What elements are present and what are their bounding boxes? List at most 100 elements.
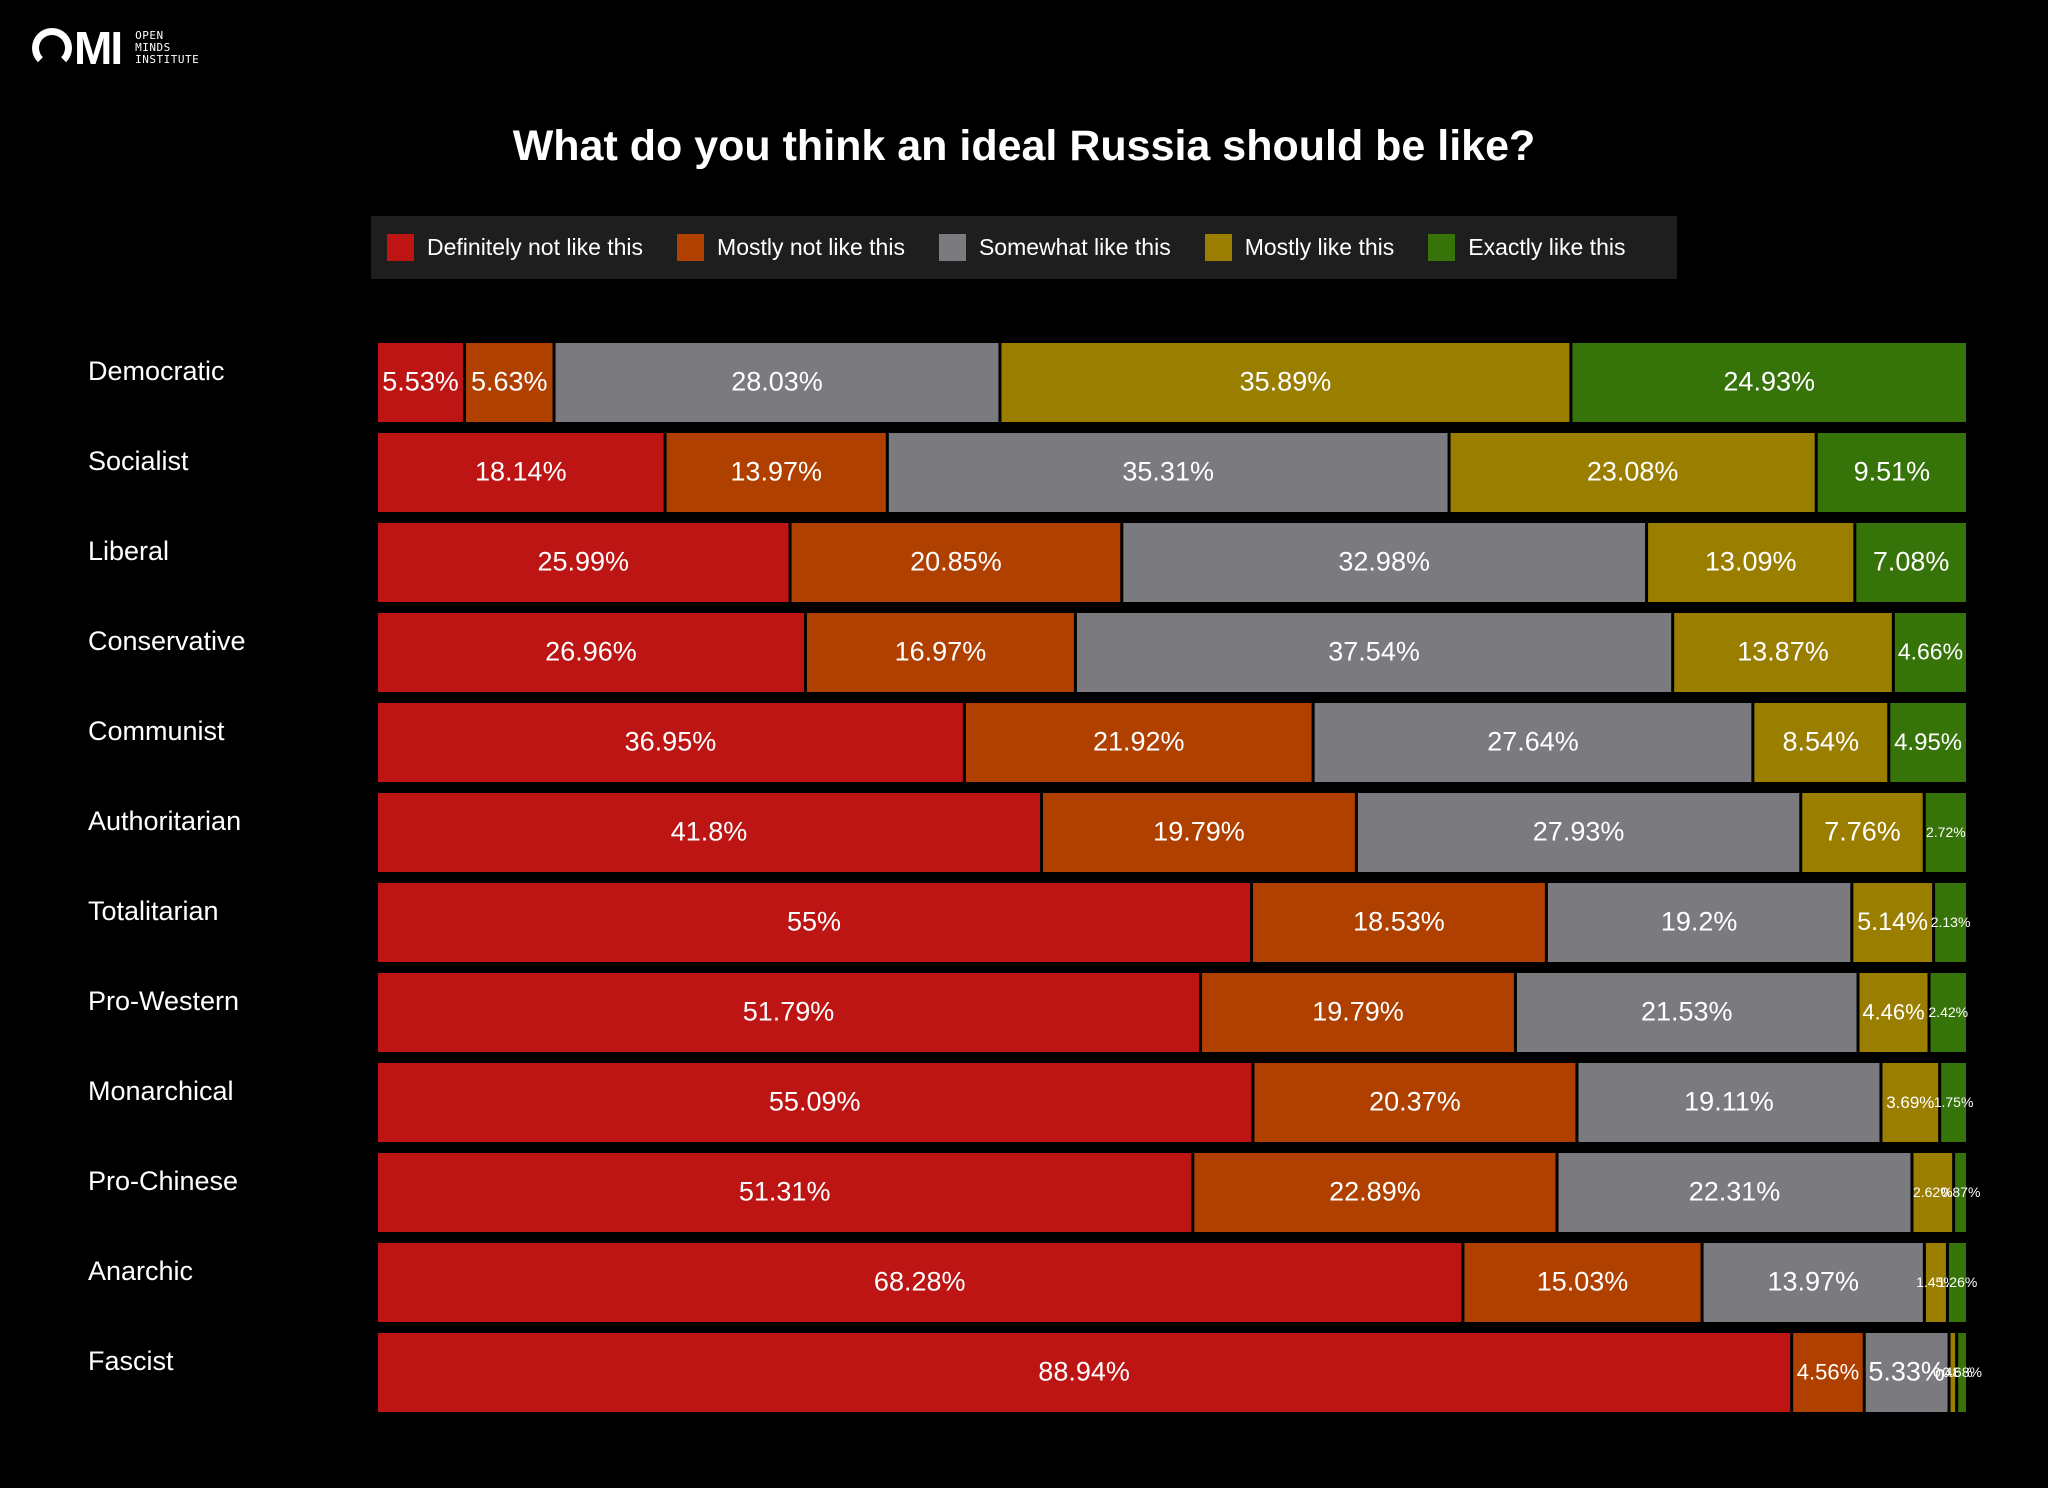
legend-swatch-mostly bbox=[1204, 234, 1232, 261]
logo-wordmark: OPEN MINDS INSTITUTE bbox=[135, 30, 199, 66]
data-label-anarchic-exactly: 1.26% bbox=[1938, 1274, 1978, 1290]
bar-anarchic-somewhat bbox=[1703, 1243, 1923, 1322]
bar-monarchical-mostly bbox=[1882, 1063, 1939, 1142]
data-label-communist-mostly-not: 21.92% bbox=[1093, 727, 1185, 757]
bar-authoritarian-mostly bbox=[1802, 793, 1923, 872]
data-label-liberal-mostly: 13.09% bbox=[1705, 547, 1797, 577]
legend-label-exactly: Exactly like this bbox=[1468, 234, 1626, 260]
legend-label-mostly-not: Mostly not like this bbox=[717, 234, 905, 260]
bar-pro-chinese-mostly bbox=[1913, 1153, 1953, 1232]
data-label-authoritarian-somewhat: 27.93% bbox=[1533, 817, 1625, 847]
data-label-totalitarian-definitely-not: 55% bbox=[787, 907, 841, 937]
brand-logo: MI OPEN MINDS INSTITUTE bbox=[32, 22, 199, 74]
bar-conservative-definitely-not bbox=[378, 613, 804, 692]
data-label-socialist-somewhat: 35.31% bbox=[1122, 457, 1214, 487]
bar-pro-chinese-mostly-not bbox=[1194, 1153, 1556, 1232]
bar-anarchic-exactly bbox=[1948, 1243, 1966, 1322]
data-label-totalitarian-mostly-not: 18.53% bbox=[1353, 907, 1445, 937]
logo-line-1: OPEN bbox=[135, 29, 164, 42]
bar-democratic-exactly bbox=[1572, 343, 1966, 422]
data-label-liberal-definitely-not: 25.99% bbox=[537, 547, 629, 577]
omi-logo-icon: MI bbox=[32, 22, 123, 74]
data-label-totalitarian-somewhat: 19.2% bbox=[1661, 907, 1738, 937]
bar-totalitarian-mostly bbox=[1853, 883, 1933, 962]
row-label-liberal: Liberal bbox=[88, 536, 169, 566]
legend-swatch-exactly bbox=[1428, 234, 1456, 261]
bar-socialist-definitely-not bbox=[378, 433, 664, 512]
bar-democratic-definitely-not bbox=[378, 343, 463, 422]
data-label-conservative-mostly: 13.87% bbox=[1737, 637, 1829, 667]
data-label-pro-western-mostly-not: 19.79% bbox=[1312, 997, 1404, 1027]
bar-monarchical-mostly-not bbox=[1254, 1063, 1576, 1142]
row-label-conservative: Conservative bbox=[88, 626, 246, 656]
data-label-socialist-mostly-not: 13.97% bbox=[730, 457, 822, 487]
data-label-liberal-exactly: 7.08% bbox=[1873, 547, 1950, 577]
data-label-authoritarian-exactly: 2.72% bbox=[1926, 824, 1966, 840]
bar-conservative-exactly bbox=[1894, 613, 1966, 692]
row-label-totalitarian: Totalitarian bbox=[88, 896, 219, 926]
legend-item-mostly: Mostly like this bbox=[1204, 234, 1395, 261]
data-label-democratic-somewhat: 28.03% bbox=[731, 367, 823, 397]
legend-item-exactly: Exactly like this bbox=[1428, 234, 1625, 261]
data-label-fascist-definitely-not: 88.94% bbox=[1038, 1357, 1130, 1387]
legend-label-definitely-not: Definitely not like this bbox=[427, 234, 644, 260]
bar-conservative-somewhat bbox=[1076, 613, 1672, 692]
data-label-authoritarian-definitely-not: 41.8% bbox=[671, 817, 748, 847]
bar-conservative-mostly bbox=[1674, 613, 1892, 692]
bar-anarchic-definitely-not bbox=[378, 1243, 1462, 1322]
data-label-monarchical-somewhat: 19.11% bbox=[1684, 1087, 1774, 1117]
bar-communist-exactly bbox=[1890, 703, 1966, 782]
bar-communist-definitely-not bbox=[378, 703, 963, 782]
data-label-democratic-mostly: 35.89% bbox=[1240, 367, 1332, 397]
data-label-pro-western-mostly: 4.46% bbox=[1862, 999, 1924, 1024]
data-label-socialist-mostly: 23.08% bbox=[1587, 457, 1679, 487]
bar-liberal-mostly-not bbox=[791, 523, 1121, 602]
bar-authoritarian-definitely-not bbox=[378, 793, 1041, 872]
data-label-anarchic-somewhat: 13.97% bbox=[1767, 1267, 1859, 1297]
data-label-authoritarian-mostly-not: 19.79% bbox=[1153, 817, 1245, 847]
data-label-pro-western-definitely-not: 51.79% bbox=[743, 997, 835, 1027]
data-label-communist-definitely-not: 36.95% bbox=[625, 727, 717, 757]
row-label-fascist: Fascist bbox=[88, 1346, 174, 1376]
bar-monarchical-definitely-not bbox=[378, 1063, 1252, 1142]
legend-swatch-mostly-not bbox=[677, 234, 705, 261]
legend-label-mostly: Mostly like this bbox=[1244, 234, 1395, 260]
data-label-democratic-mostly-not: 5.63% bbox=[471, 367, 548, 397]
chart-legend: Definitely not like this Mostly not like… bbox=[371, 216, 1677, 279]
row-label-monarchical: Monarchical bbox=[88, 1076, 234, 1106]
data-label-conservative-exactly: 4.66% bbox=[1898, 639, 1963, 665]
bar-totalitarian-definitely-not bbox=[378, 883, 1251, 962]
bar-anarchic-mostly-not bbox=[1464, 1243, 1701, 1322]
data-label-pro-chinese-definitely-not: 51.31% bbox=[739, 1177, 831, 1207]
chart-title: What do you think an ideal Russia should… bbox=[512, 122, 1536, 170]
bar-socialist-mostly bbox=[1450, 433, 1815, 512]
bar-democratic-mostly bbox=[1001, 343, 1570, 422]
bar-fascist-mostly-not bbox=[1793, 1333, 1863, 1412]
data-label-conservative-somewhat: 37.54% bbox=[1328, 637, 1420, 667]
data-label-monarchical-exactly: 1.75% bbox=[1934, 1094, 1974, 1110]
bar-pro-western-definitely-not bbox=[378, 973, 1200, 1052]
bar-pro-western-exactly bbox=[1930, 973, 1966, 1052]
logo-mark-text: MI bbox=[74, 22, 123, 74]
bar-pro-western-somewhat bbox=[1516, 973, 1857, 1052]
data-label-communist-mostly: 8.54% bbox=[1783, 727, 1860, 757]
data-label-pro-western-exactly: 2.42% bbox=[1928, 1004, 1968, 1020]
legend-item-somewhat: Somewhat like this bbox=[938, 234, 1171, 261]
bar-monarchical-exactly bbox=[1941, 1063, 1966, 1142]
bar-authoritarian-mostly-not bbox=[1043, 793, 1355, 872]
logo-line-3: INSTITUTE bbox=[135, 53, 200, 66]
data-label-anarchic-mostly: 1.45% bbox=[1916, 1274, 1956, 1290]
bar-communist-mostly bbox=[1754, 703, 1888, 782]
bar-pro-chinese-definitely-not bbox=[378, 1153, 1192, 1232]
bar-anarchic-mostly bbox=[1925, 1243, 1946, 1322]
row-label-authoritarian: Authoritarian bbox=[88, 806, 241, 836]
data-label-anarchic-definitely-not: 68.28% bbox=[874, 1267, 966, 1297]
data-label-monarchical-mostly: 3.69% bbox=[1886, 1093, 1934, 1112]
bar-totalitarian-mostly-not bbox=[1253, 883, 1545, 962]
bar-socialist-exactly bbox=[1817, 433, 1966, 512]
data-label-democratic-exactly: 24.93% bbox=[1723, 367, 1815, 397]
bar-liberal-somewhat bbox=[1123, 523, 1646, 602]
row-label-socialist: Socialist bbox=[88, 446, 189, 476]
row-label-pro-chinese: Pro-Chinese bbox=[88, 1166, 238, 1196]
data-label-totalitarian-exactly: 2.13% bbox=[1931, 914, 1971, 930]
